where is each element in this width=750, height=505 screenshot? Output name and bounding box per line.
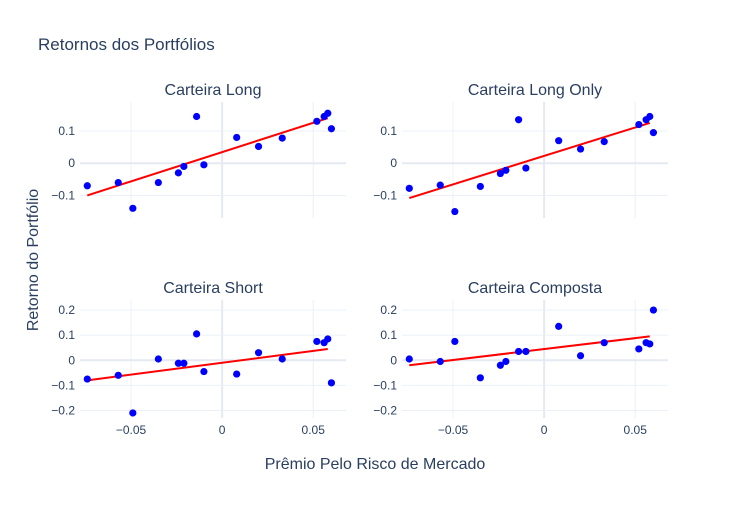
data-point [324, 109, 332, 117]
fit-line [408, 121, 651, 199]
data-point [576, 145, 585, 153]
data-point [496, 169, 504, 178]
data-point [313, 337, 321, 346]
y-tick-label: 0.1 [58, 328, 75, 342]
y-tick-label: 0 [68, 353, 75, 367]
panel-title: Carteira Composta [468, 280, 602, 297]
y-tick-label: −0.1 [373, 378, 397, 392]
data-point [576, 352, 585, 360]
data-point [476, 182, 484, 191]
data-point [174, 169, 182, 177]
x-tick-label: 0 [541, 423, 548, 437]
data-point [327, 125, 336, 133]
data-point [405, 355, 413, 363]
y-tick-label: 0 [390, 353, 397, 367]
data-point [200, 161, 208, 169]
x-tick-label: −0.05 [116, 423, 147, 437]
data-point [555, 137, 563, 145]
panel-title: Carteira Long [165, 82, 262, 99]
y-tick-label: −0.1 [373, 188, 397, 202]
data-point [114, 371, 122, 379]
data-point [193, 330, 201, 338]
data-point [515, 347, 523, 356]
y-tick-label: 0.1 [380, 124, 397, 138]
fit-line [86, 117, 329, 197]
data-point [600, 138, 608, 146]
data-point [646, 340, 654, 348]
x-tick-label: 0.05 [624, 423, 648, 437]
data-point [649, 129, 658, 137]
data-point [436, 357, 444, 366]
panel-1: −0.1 0 0.1 Carteira Long [51, 82, 346, 218]
data-point [436, 181, 444, 189]
data-point [451, 207, 459, 216]
x-tick-label: 0 [219, 423, 226, 437]
data-point [635, 345, 643, 353]
panel-4: −0.2 −0.1 0 0.1 0.2 −0.05 0 0.05 Carteira Compos… [373, 280, 668, 437]
data-point [114, 178, 122, 187]
data-point [324, 335, 332, 343]
data-point [313, 117, 321, 125]
data-point [278, 134, 286, 142]
data-point [154, 355, 162, 363]
data-point [646, 112, 654, 121]
data-point [522, 347, 530, 356]
data-point [476, 374, 484, 382]
data-point [129, 204, 137, 212]
data-point [635, 120, 643, 129]
data-point [180, 359, 188, 367]
y-axis-label: Retorno do Portfólio [25, 189, 42, 331]
data-point [451, 337, 459, 346]
data-point [600, 339, 608, 347]
data-point [233, 133, 241, 142]
y-tick-label: −0.1 [51, 188, 75, 202]
x-axis-label: Prêmio Pelo Risco de Mercado [265, 456, 486, 473]
y-tick-label: 0 [390, 156, 397, 170]
data-point [502, 166, 510, 174]
data-point [254, 142, 263, 151]
y-tick-label: −0.2 [51, 403, 75, 417]
data-point [193, 112, 201, 121]
panel-title: Carteira Short [163, 280, 263, 297]
fit-line [87, 347, 328, 382]
panel-3: −0.2 −0.1 0 0.1 0.2 −0.05 0 0.05 Carteira Short [51, 280, 346, 437]
panels-layer: −0.1 0 0.1 Carteira Long −0.1 0 0.1 Carteira Lo… [51, 82, 668, 437]
data-point [83, 182, 91, 190]
y-tick-label: 0.2 [58, 303, 75, 317]
x-tick-label: −0.05 [438, 423, 469, 437]
panel-title: Carteira Long Only [468, 82, 602, 99]
data-point [522, 164, 530, 172]
y-tick-label: 0 [68, 156, 75, 170]
data-point [555, 322, 563, 330]
data-point [278, 355, 286, 363]
y-tick-label: 0.1 [58, 124, 75, 138]
data-point [649, 306, 658, 314]
panel-2: −0.1 0 0.1 Carteira Long Only [373, 82, 668, 218]
data-point [83, 375, 91, 383]
data-point [327, 379, 336, 387]
fit-line [409, 335, 650, 367]
y-tick-label: 0.1 [380, 328, 397, 342]
y-tick-label: −0.2 [373, 403, 397, 417]
data-point [129, 409, 137, 417]
data-point [200, 367, 208, 376]
data-point [180, 162, 188, 171]
y-tick-label: 0.2 [380, 303, 397, 317]
data-point [405, 184, 413, 192]
data-point [174, 359, 182, 367]
chart-title: Retornos dos Portfólios [38, 35, 215, 54]
data-point [502, 357, 510, 366]
data-point [233, 370, 241, 378]
data-point [154, 178, 162, 187]
data-point [254, 349, 263, 357]
data-point [496, 361, 504, 369]
x-tick-label: 0.05 [302, 423, 326, 437]
y-tick-label: −0.1 [51, 378, 75, 392]
data-point [515, 116, 523, 124]
